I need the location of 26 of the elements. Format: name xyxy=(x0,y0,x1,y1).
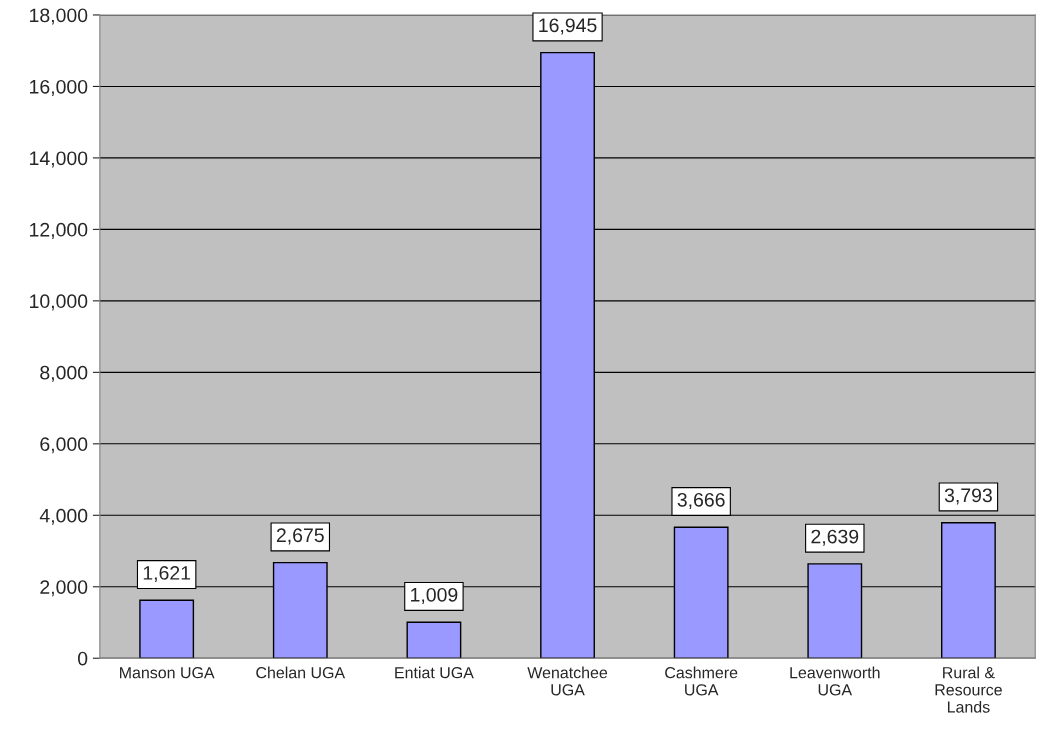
x-tick-label: Rural & Resource Lands xyxy=(935,666,1002,713)
data-label: 16,945 xyxy=(539,18,597,35)
data-label: 3,666 xyxy=(677,492,725,510)
x-tick-label: Chelan UGA xyxy=(256,666,346,679)
y-tick-label: 0 xyxy=(77,651,88,666)
y-tick-label: 12,000 xyxy=(30,222,88,239)
x-tick-label: Leavenworth UGA xyxy=(790,666,880,696)
y-tick-label: 2,000 xyxy=(40,580,88,597)
y-tick-label: 16,000 xyxy=(30,79,88,96)
y-tick-label: 8,000 xyxy=(40,365,88,382)
y-tick-label: 4,000 xyxy=(39,508,88,525)
y-tick-label: 14,000 xyxy=(30,151,88,168)
y-tick-label: 10,000 xyxy=(30,294,88,311)
data-label: 3,793 xyxy=(944,488,992,505)
x-tick-label: Cashmere UGA xyxy=(665,666,738,696)
data-label: 2,675 xyxy=(276,528,324,545)
bar xyxy=(406,621,462,659)
bar xyxy=(139,599,195,659)
x-tick-label: Manson UGA xyxy=(120,667,215,679)
data-label: 1,621 xyxy=(143,566,191,583)
data-label: 2,639 xyxy=(811,529,859,546)
data-label: 1,009 xyxy=(411,587,458,604)
x-tick-label: Wenatchee UGA xyxy=(527,666,608,696)
y-tick-label: 18,000 xyxy=(30,8,88,25)
x-tick-label: Entiat UGA xyxy=(395,666,474,679)
y-tick-label: 6,000 xyxy=(40,437,88,454)
